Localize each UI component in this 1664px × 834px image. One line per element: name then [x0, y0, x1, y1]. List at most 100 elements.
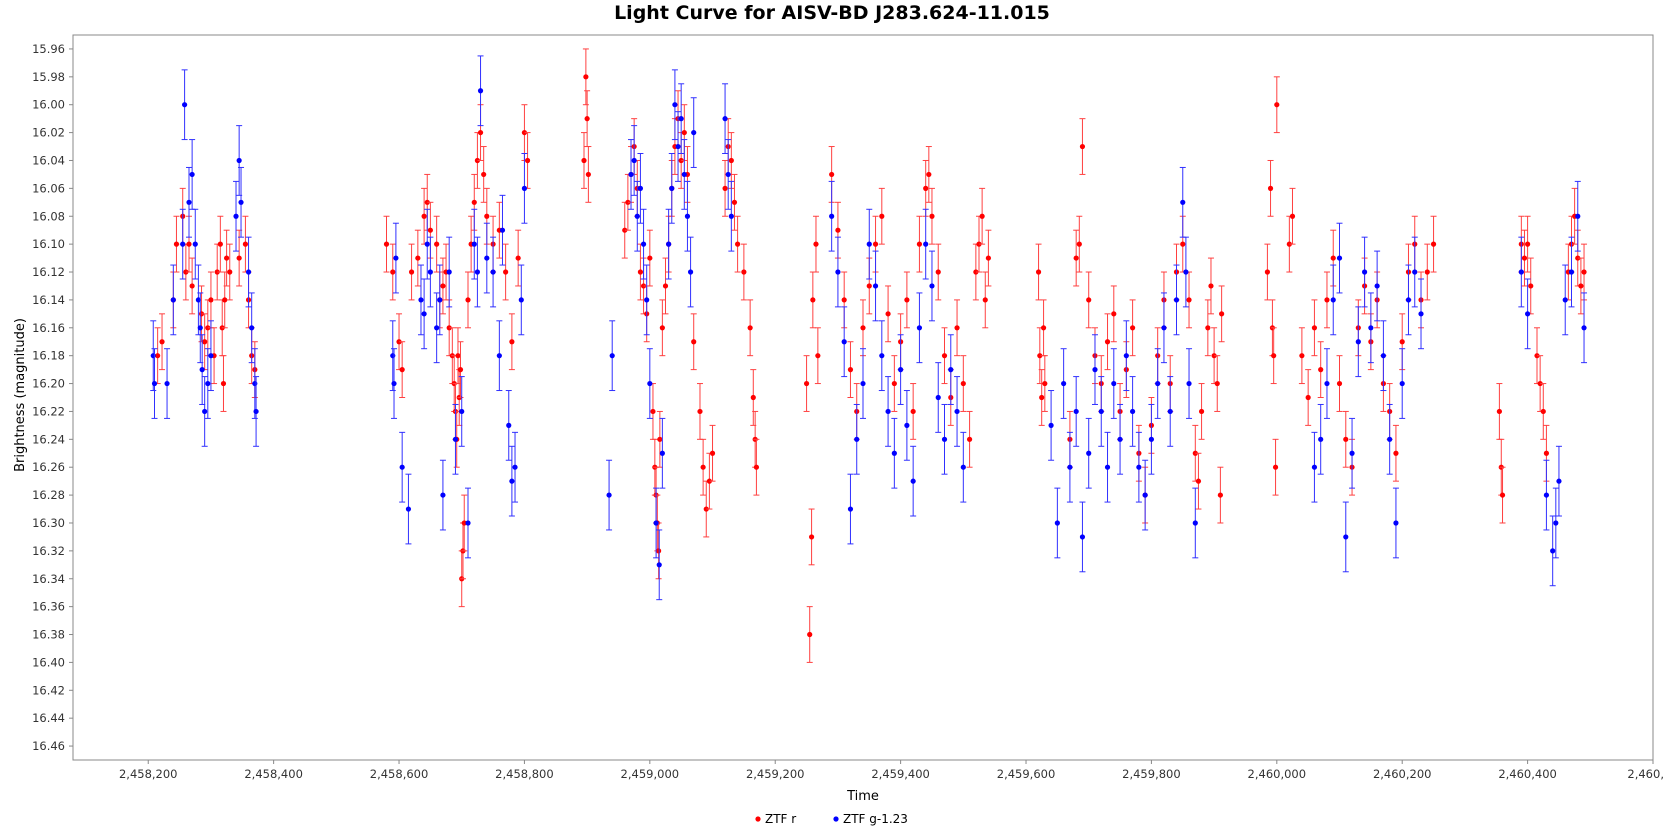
data-point [1092, 367, 1098, 373]
data-point [195, 297, 201, 303]
data-point [383, 241, 390, 247]
data-point [490, 269, 496, 275]
data-point [421, 213, 427, 219]
data-point [581, 157, 587, 164]
data-point [722, 185, 728, 191]
data-point [1399, 339, 1405, 345]
data-point [904, 297, 910, 303]
data-point [427, 227, 433, 233]
x-tick-label: 2,458,600 [370, 767, 429, 781]
y-tick-label: 15.96 [32, 42, 65, 56]
data-point [1286, 241, 1292, 247]
data-point [192, 241, 198, 247]
legend-marker [833, 816, 839, 822]
legend: ZTF r ZTF g-1.23 [755, 812, 908, 826]
data-point [935, 269, 941, 275]
data-point [506, 422, 512, 428]
data-point [459, 408, 465, 415]
data-point [973, 269, 979, 275]
data-point [150, 353, 156, 359]
data-point [481, 171, 487, 178]
data-point [640, 241, 647, 247]
y-tick-label: 16.02 [32, 126, 65, 140]
data-point [941, 436, 948, 442]
data-point [1136, 464, 1142, 470]
data-point [691, 129, 697, 136]
data-point [159, 339, 165, 345]
data-point [728, 157, 734, 164]
data-point [1054, 520, 1060, 526]
data-point [948, 367, 954, 373]
data-point [923, 185, 929, 191]
legend-label: ZTF r [765, 812, 796, 826]
data-point [399, 464, 405, 470]
data-point [189, 171, 195, 178]
data-point [1405, 297, 1412, 303]
chart-title: Light Curve for AISV-BD J283.624-11.015 [614, 2, 1050, 24]
data-point [678, 116, 684, 122]
data-point [872, 283, 879, 289]
data-point [391, 380, 397, 387]
data-point [518, 297, 524, 303]
data-point [524, 157, 531, 164]
data-point [1311, 464, 1318, 470]
data-point [183, 269, 189, 275]
data-point [1430, 241, 1437, 247]
data-point [860, 380, 866, 387]
x-tick-label: 2,460,200 [1373, 767, 1432, 781]
data-point [1037, 353, 1043, 359]
data-point [164, 380, 170, 387]
data-point [1155, 380, 1161, 387]
data-point [1525, 241, 1531, 247]
data-point [910, 478, 916, 484]
y-tick-label: 16.38 [32, 628, 65, 642]
data-point [440, 283, 446, 289]
y-tick-label: 16.44 [32, 711, 65, 725]
data-point [625, 199, 631, 205]
data-point [1073, 408, 1079, 415]
data-point [1183, 269, 1189, 275]
y-tick-label: 16.18 [32, 349, 65, 363]
data-point [1299, 353, 1305, 359]
data-point [1543, 492, 1550, 498]
data-point [640, 283, 647, 289]
data-point [1198, 408, 1205, 415]
data-point [457, 367, 464, 373]
data-point [706, 478, 712, 484]
data-point [647, 380, 653, 387]
data-point [910, 408, 916, 415]
data-point [1111, 311, 1117, 317]
data-point [634, 213, 640, 219]
data-point [741, 269, 747, 275]
y-tick-label: 15.98 [32, 70, 65, 84]
y-tick-label: 16.40 [32, 655, 65, 669]
data-point [390, 353, 396, 359]
legend-marker [755, 816, 761, 822]
data-point [803, 380, 810, 387]
data-point [1042, 380, 1048, 387]
data-point [170, 297, 176, 303]
y-tick-label: 16.08 [32, 209, 65, 223]
data-point [1272, 464, 1279, 470]
x-axis: 2,458,200 2,458,400 2,458,600 2,458,800 2,45… [119, 760, 1664, 781]
data-point [205, 380, 211, 387]
data-point [252, 380, 258, 387]
data-point [418, 297, 424, 303]
data-point [1330, 255, 1336, 261]
data-point [1104, 339, 1111, 345]
data-point [242, 241, 249, 247]
data-point [1161, 325, 1167, 331]
data-point [1393, 520, 1399, 526]
data-point [1180, 241, 1186, 247]
data-point [208, 297, 214, 303]
data-point [245, 269, 252, 275]
data-point [199, 367, 205, 373]
data-point [815, 353, 821, 359]
data-point [474, 157, 481, 164]
data-point [1518, 269, 1524, 275]
data-point [1318, 367, 1324, 373]
data-point [1581, 325, 1587, 331]
data-point [437, 297, 443, 303]
data-point [1086, 297, 1092, 303]
data-point [1076, 241, 1082, 247]
